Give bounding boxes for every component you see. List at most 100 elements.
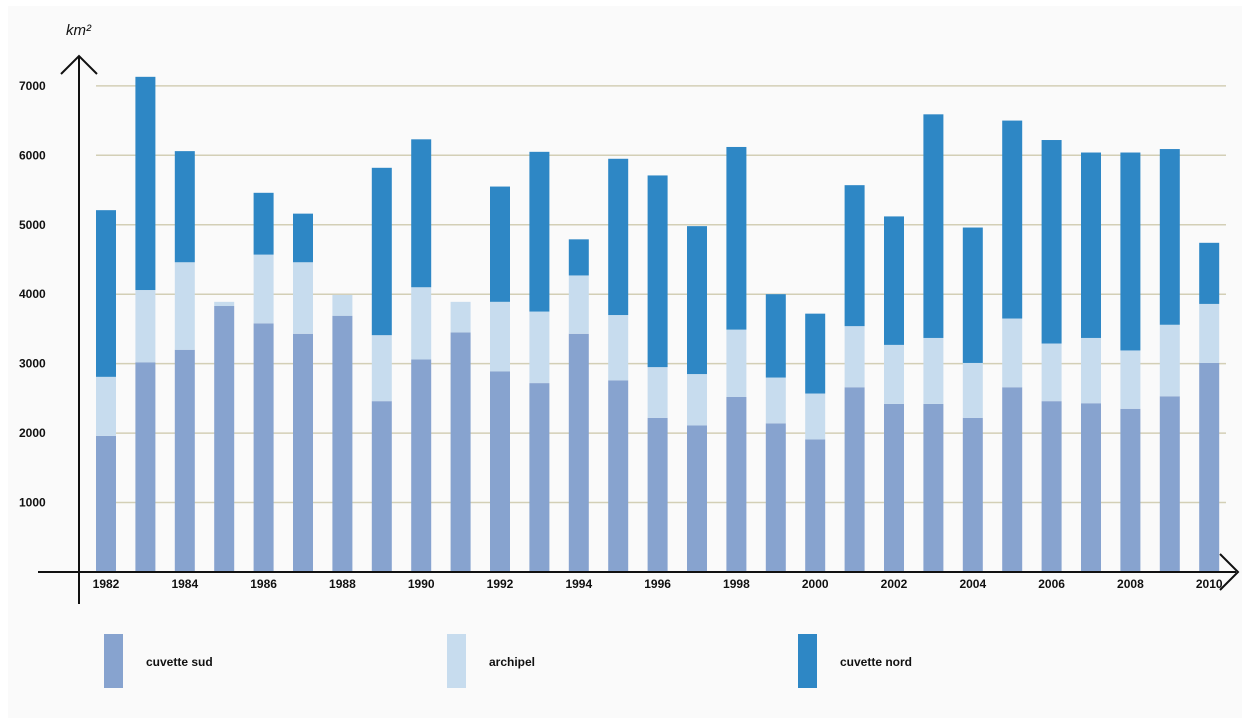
- bar-stack-2000: [805, 313, 826, 572]
- bar-cuvette-sud-2009: [1159, 396, 1180, 572]
- bar-archipel-1996: [647, 367, 668, 418]
- x-tick-label: 1988: [329, 577, 356, 591]
- bar-archipel-2007: [1081, 337, 1101, 404]
- bar-stack-2006: [1041, 140, 1062, 572]
- bar-cuvette-nord-1982: [96, 210, 116, 377]
- bar-archipel-1982: [96, 376, 116, 436]
- bar-archipel-1989: [371, 335, 392, 402]
- bar-stack-1987: [293, 213, 313, 572]
- bar-archipel-2005: [1002, 318, 1023, 388]
- bar-cuvette-sud-1986: [253, 323, 274, 572]
- bar-stack-2008: [1120, 152, 1141, 572]
- y-tick-label: 2000: [19, 426, 46, 440]
- y-tick-label: 4000: [19, 287, 46, 301]
- bar-stack-1991: [450, 301, 471, 572]
- bar-cuvette-sud-2010: [1199, 362, 1220, 572]
- bar-cuvette-nord-1984: [174, 151, 195, 263]
- bar-cuvette-sud-1998: [726, 396, 747, 572]
- x-tick-label: 2006: [1038, 577, 1065, 591]
- x-tick-label: 2008: [1117, 577, 1144, 591]
- bar-stack-1993: [529, 151, 550, 572]
- bar-cuvette-nord-1995: [608, 158, 629, 316]
- y-axis-arrow: [60, 54, 98, 75]
- legend-swatch-archipel: [447, 634, 466, 688]
- bar-stack-1982: [96, 210, 116, 572]
- x-tick-label: 1986: [250, 577, 277, 591]
- bar-stack-2003: [923, 114, 944, 572]
- bar-stack-1996: [647, 175, 668, 572]
- bar-stack-1992: [490, 186, 510, 572]
- y-tick-label: 5000: [19, 218, 46, 232]
- bar-cuvette-nord-2003: [923, 114, 944, 338]
- x-tick-labels: 1982 1984 1986 1988 1990 1992 1994 1996 1998 2000…: [93, 577, 1223, 591]
- x-tick-label: 1984: [171, 577, 198, 591]
- x-tick-label: 2004: [959, 577, 986, 591]
- bar-cuvette-sud-1995: [608, 380, 629, 572]
- bar-cuvette-sud-1983: [135, 362, 156, 572]
- y-tick-label: 1000: [19, 496, 46, 510]
- bar-cuvette-sud-2002: [884, 403, 904, 572]
- bar-stack-1986: [253, 192, 274, 572]
- bar-archipel-1988: [332, 294, 353, 316]
- bar-cuvette-nord-1992: [490, 186, 510, 302]
- bar-cuvette-nord-1997: [687, 226, 707, 375]
- bar-stack-2007: [1081, 152, 1101, 572]
- bar-cuvette-sud-2001: [844, 387, 865, 572]
- bar-archipel-1985: [214, 301, 235, 307]
- bar-cuvette-sud-1997: [687, 425, 707, 572]
- bar-archipel-2009: [1159, 324, 1180, 397]
- bar-archipel-2002: [884, 344, 904, 404]
- bar-archipel-1999: [765, 377, 786, 424]
- bar-stack-2010: [1199, 242, 1220, 572]
- y-tick-label: 6000: [19, 148, 46, 162]
- bar-cuvette-nord-1999: [765, 294, 786, 378]
- bar-cuvette-sud-1984: [174, 349, 195, 572]
- bar-stack-1994: [568, 239, 589, 572]
- bar-archipel-1994: [568, 275, 589, 334]
- bar-cuvette-sud-1988: [332, 315, 353, 572]
- bar-cuvette-nord-2001: [844, 185, 865, 327]
- bar-cuvette-sud-1982: [96, 435, 116, 572]
- bar-cuvette-sud-2000: [805, 439, 826, 572]
- bar-archipel-2004: [962, 362, 983, 418]
- bar-cuvette-nord-1996: [647, 175, 668, 368]
- bar-stack-2009: [1159, 149, 1180, 572]
- bar-cuvette-nord-2000: [805, 313, 826, 394]
- y-axis-unit-label: km²: [66, 22, 92, 39]
- bar-cuvette-nord-2006: [1041, 140, 1062, 344]
- bar-stack-1988: [332, 294, 353, 572]
- x-axis-arrow: [1219, 553, 1240, 591]
- bar-cuvette-sud-1989: [371, 401, 392, 572]
- bar-cuvette-nord-1987: [293, 213, 313, 263]
- y-tick-labels: 1000 2000 3000 4000 5000 6000 7000: [19, 79, 46, 510]
- bar-stack-2004: [962, 227, 983, 572]
- bar-archipel-1990: [411, 287, 432, 360]
- y-tick-label: 3000: [19, 357, 46, 371]
- bar-archipel-2010: [1199, 303, 1220, 363]
- bar-cuvette-sud-2005: [1002, 387, 1023, 572]
- bar-cuvette-nord-1990: [411, 139, 432, 288]
- x-tick-label: 1982: [93, 577, 120, 591]
- bar-stack-1997: [687, 226, 707, 572]
- bar-cuvette-sud-2006: [1041, 401, 1062, 572]
- bar-cuvette-sud-1999: [765, 423, 786, 572]
- bar-archipel-1987: [293, 262, 313, 334]
- bar-archipel-1986: [253, 254, 274, 324]
- bar-archipel-1983: [135, 290, 156, 363]
- bar-stack-2001: [844, 185, 865, 572]
- bar-cuvette-nord-1994: [568, 239, 589, 276]
- bar-cuvette-sud-1992: [490, 371, 510, 572]
- x-tick-label: 1990: [408, 577, 435, 591]
- bar-cuvette-nord-1986: [253, 192, 274, 255]
- bar-cuvette-nord-2004: [962, 227, 983, 363]
- bar-cuvette-sud-1990: [411, 359, 432, 572]
- bar-stack-1983: [135, 76, 156, 572]
- bar-cuvette-sud-1991: [450, 332, 471, 572]
- legend-label-archipel: archipel: [489, 655, 536, 669]
- x-tick-label: 2000: [802, 577, 829, 591]
- bar-cuvette-nord-2005: [1002, 120, 1023, 319]
- bar-cuvette-nord-2008: [1120, 152, 1141, 351]
- bar-stack-2005: [1002, 120, 1023, 572]
- bar-stack-1985: [214, 301, 235, 572]
